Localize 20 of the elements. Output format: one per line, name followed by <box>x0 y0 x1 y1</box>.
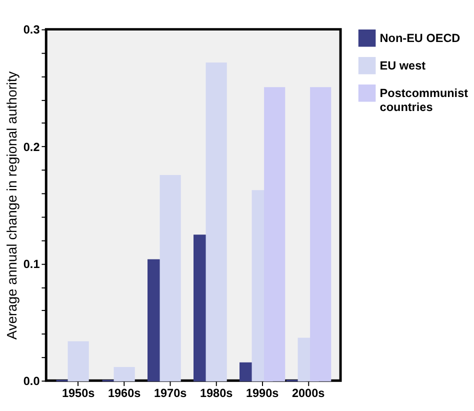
bar <box>206 62 227 382</box>
x-tick-label: 1950s <box>62 386 96 400</box>
bar <box>310 87 332 382</box>
y-axis-title: Average annual change in regional authority <box>4 71 20 340</box>
x-tick-label: 2000s <box>292 386 326 400</box>
x-tick-label: 1990s <box>246 386 280 400</box>
bar <box>264 87 286 382</box>
x-tick-label: 1960s <box>108 386 142 400</box>
legend-label: Postcommunist countries <box>380 87 468 114</box>
bar <box>114 367 135 382</box>
x-tick-label: 1970s <box>154 386 188 400</box>
legend-label: Non-EU OECD <box>380 32 460 46</box>
bar <box>160 174 181 382</box>
y-tick-label: 0.2 <box>23 140 40 154</box>
y-tick-label: 0.0 <box>23 375 40 388</box>
legend-label: EU west <box>380 60 426 73</box>
y-tick-label: 0.1 <box>23 258 40 271</box>
x-tick-label: 1980s <box>200 386 234 400</box>
bar <box>68 341 89 382</box>
y-tick-label: 0.3 <box>23 24 40 37</box>
